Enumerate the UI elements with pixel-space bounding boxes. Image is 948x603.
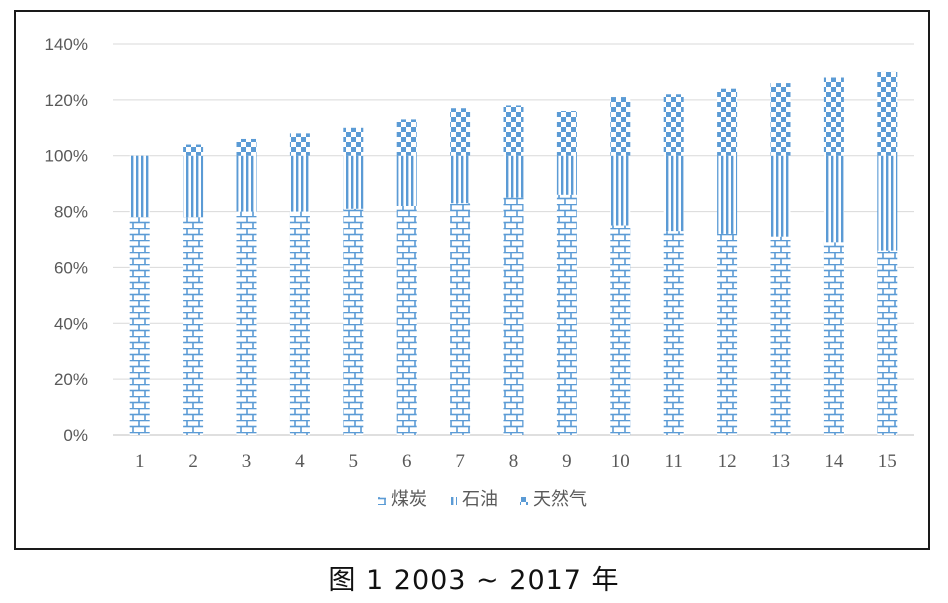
- bar-segment: [503, 197, 524, 435]
- y-tick-label: 60%: [54, 258, 88, 277]
- x-tick-label: 6: [402, 451, 412, 472]
- bar-segment: [289, 155, 310, 212]
- x-tick-label: 9: [562, 451, 572, 472]
- bar-segment: [396, 119, 417, 156]
- bar-segment: [450, 155, 471, 204]
- bar-segment: [183, 155, 204, 218]
- bar-segment: [877, 155, 898, 251]
- x-tick-label: 2: [188, 451, 198, 472]
- bar-segment: [610, 225, 631, 435]
- y-tick-label: 40%: [54, 314, 88, 333]
- x-tick-label: 4: [295, 451, 305, 472]
- x-tick-label: 7: [455, 451, 465, 472]
- bar-segment: [877, 71, 898, 156]
- y-tick-label: 120%: [45, 91, 88, 110]
- bar-segment: [450, 108, 471, 156]
- x-tick-label: 5: [349, 451, 359, 472]
- x-tick-label: 3: [242, 451, 252, 472]
- bar-segment: [663, 94, 684, 156]
- legend-swatch: [520, 497, 528, 505]
- bar-segment: [289, 211, 310, 435]
- x-tick-label: 8: [509, 451, 519, 472]
- bar-segment: [289, 133, 310, 156]
- x-tick-label: 15: [878, 451, 897, 472]
- bar-segment: [663, 155, 684, 232]
- bar-segment: [503, 155, 524, 198]
- bar-segment: [396, 205, 417, 435]
- bar-segment: [556, 194, 577, 435]
- x-tick-label: 14: [824, 451, 844, 472]
- stacked-bar-chart: 0%20%40%60%80%100%120%140% 1 2 3 4 5 6 7 8 9 10 11…: [45, 35, 914, 510]
- bar-segment: [396, 155, 417, 206]
- bar-segment: [556, 111, 577, 156]
- bar-segment: [343, 127, 364, 156]
- bar-segment: [503, 105, 524, 156]
- legend-swatch: [378, 497, 386, 505]
- bar-segment: [610, 97, 631, 156]
- bar-segment: [236, 211, 257, 435]
- y-tick-label: 80%: [54, 203, 88, 222]
- bar-segment: [556, 155, 577, 195]
- y-tick-label: 100%: [45, 147, 88, 166]
- legend-label: 天然气: [533, 489, 587, 510]
- bar-segment: [236, 155, 257, 212]
- x-tick-label: 10: [611, 451, 630, 472]
- bar-segment: [770, 236, 791, 435]
- x-tick-label: 11: [665, 451, 683, 472]
- bar-segment: [610, 155, 631, 226]
- legend-label: 石油: [462, 489, 498, 510]
- bar-segment: [343, 208, 364, 435]
- bar-segment: [823, 77, 844, 156]
- y-tick-label: 0%: [63, 426, 88, 445]
- figure-caption: 图 1 2003 ~ 2017 年: [328, 565, 620, 596]
- bar-segment: [717, 155, 738, 234]
- bar-segment: [717, 88, 738, 156]
- x-tick-label: 13: [771, 451, 790, 472]
- bar-segment: [717, 233, 738, 435]
- y-tick-label: 20%: [54, 370, 88, 389]
- x-tick-label: 12: [718, 451, 737, 472]
- bar-segment: [663, 231, 684, 435]
- bar-segment: [129, 217, 150, 435]
- bar-segment: [129, 155, 150, 218]
- y-tick-label: 140%: [45, 35, 88, 54]
- x-tick-label: 1: [135, 451, 145, 472]
- bar-segment: [770, 83, 791, 156]
- bar-segment: [823, 242, 844, 435]
- bar-segment: [877, 250, 898, 435]
- bar-segment: [183, 144, 204, 156]
- bar-segment: [183, 217, 204, 435]
- chart-frame: 0% 20% 40% 60% 80% 100% 120% 140% 1 2 3 4 5 6 7 8 9 10 11…: [14, 10, 930, 550]
- bar-segment: [343, 155, 364, 209]
- legend-swatch: [449, 497, 457, 505]
- legend-label: 煤炭: [391, 489, 427, 510]
- bar-segment: [450, 203, 471, 435]
- bar-segment: [823, 155, 844, 243]
- bar-segment: [236, 138, 257, 156]
- bar-segment: [770, 155, 791, 237]
